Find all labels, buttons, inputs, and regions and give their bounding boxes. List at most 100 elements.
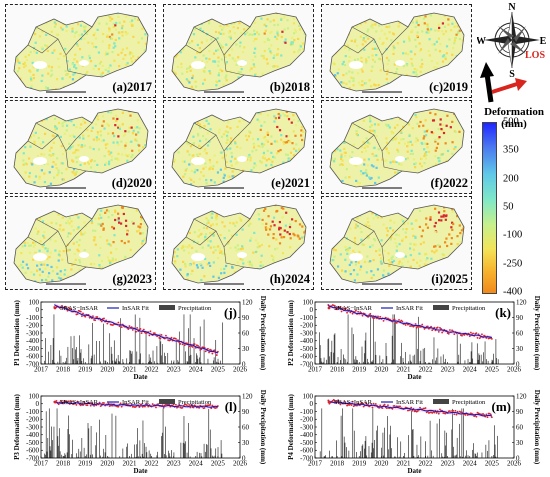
precipitation-bar xyxy=(136,444,138,458)
precipitation-bar xyxy=(143,456,145,458)
colorbar-tick-label: 50 xyxy=(503,201,514,213)
colorbar-tick-label: -250 xyxy=(503,258,523,270)
precipitation-bar xyxy=(435,360,436,364)
x-tick-label: 2024 xyxy=(463,366,478,374)
precipitation-bar xyxy=(52,359,53,364)
precipitation-bar xyxy=(325,455,326,458)
precipitation-bar xyxy=(86,454,87,458)
precipitation-bar xyxy=(415,324,417,364)
sbas-point xyxy=(111,404,114,407)
precipitation-bar xyxy=(103,448,104,458)
precipitation-bar xyxy=(154,361,155,364)
precipitation-bar xyxy=(207,358,209,364)
precipitation-bar xyxy=(432,359,433,364)
precipitation-bar xyxy=(156,455,158,458)
sbas-point xyxy=(135,330,137,333)
y-tick-label: -600 xyxy=(26,447,39,455)
sbas-point xyxy=(197,344,199,347)
precipitation-bar xyxy=(420,350,422,364)
precipitation-bar xyxy=(47,438,49,458)
deformation-map xyxy=(329,204,465,285)
sbas-point xyxy=(451,329,453,332)
deformation-map xyxy=(13,204,149,285)
precipitation-bar xyxy=(418,455,419,458)
sbas-point xyxy=(379,315,382,318)
precipitation-bar xyxy=(206,444,207,458)
precipitation-bar xyxy=(150,357,152,364)
precipitation-bar xyxy=(183,416,185,458)
precipitation-bar xyxy=(464,360,466,364)
precipitation-bar xyxy=(73,335,75,364)
precipitation-bar xyxy=(465,455,467,458)
precipitation-bar xyxy=(408,435,409,458)
precipitation-bar xyxy=(459,456,461,458)
sbas-point xyxy=(69,308,72,311)
precipitation-bar xyxy=(475,453,477,458)
precipitation-bar xyxy=(439,418,440,458)
precipitation-bar xyxy=(370,314,371,364)
precipitation-bar xyxy=(361,445,363,458)
precipitation-bar xyxy=(111,413,113,458)
precipitation-bar xyxy=(493,425,495,458)
y-axis-title: P2 Deformation (mm) xyxy=(287,299,295,365)
precipitation-bar xyxy=(344,442,346,458)
sbas-point xyxy=(433,326,436,329)
precipitation-bar xyxy=(54,362,56,364)
precipitation-bar xyxy=(115,415,117,458)
precipitation-bar xyxy=(422,348,424,364)
precipitation-bar xyxy=(51,426,52,458)
sbas-point xyxy=(174,337,177,340)
precipitation-bar xyxy=(451,429,453,458)
precipitation-bar xyxy=(99,340,100,364)
precipitation-bar xyxy=(328,338,330,364)
y-axis-title: P1 Deformation (mm) xyxy=(13,299,21,365)
precipitation-bar xyxy=(161,344,163,364)
precipitation-bar xyxy=(487,360,489,364)
precipitation-bar xyxy=(452,408,453,458)
precipitation-bar xyxy=(123,362,124,364)
precipitation-bar xyxy=(91,355,93,364)
sbas-point xyxy=(337,305,340,308)
sbas-point xyxy=(381,407,384,410)
deformation-map-panel: (e)2021 xyxy=(163,100,314,194)
precipitation-bar xyxy=(138,359,140,364)
precipitation-bar xyxy=(497,359,499,364)
precipitation-bar xyxy=(375,354,377,364)
precipitation-bar xyxy=(76,360,78,364)
x-tick-label: 2021 xyxy=(396,460,411,468)
sbas-point xyxy=(100,320,103,323)
sbas-point xyxy=(439,408,441,411)
sbas-point xyxy=(374,403,377,405)
precipitation-bar xyxy=(374,341,376,364)
sbas-point xyxy=(186,404,188,407)
precipitation-bar xyxy=(455,455,456,458)
sbas-point xyxy=(118,325,121,328)
sbas-point xyxy=(372,402,375,405)
sbas-point xyxy=(489,413,492,416)
sbas-point xyxy=(343,400,346,403)
precipitation-bar xyxy=(428,362,429,364)
legend-fit-label: InSAR Fit xyxy=(122,305,149,312)
sbas-point xyxy=(463,334,466,336)
precipitation-bar xyxy=(319,332,320,364)
precipitation-bar xyxy=(387,449,389,458)
precipitation-bar xyxy=(59,451,61,458)
y2-tick-label: 120 xyxy=(242,298,253,306)
sbas-point xyxy=(383,403,386,406)
sbas-point xyxy=(170,336,173,339)
legend-sbas-label: SBAS−InSAR xyxy=(60,305,99,312)
precipitation-bar xyxy=(429,362,431,364)
precipitation-bar xyxy=(400,441,402,458)
precipitation-bar xyxy=(148,362,149,364)
sbas-point xyxy=(210,349,213,352)
y-tick-label: -700 xyxy=(26,360,39,368)
sbas-point xyxy=(130,403,133,405)
sbas-point xyxy=(339,403,342,406)
sbas-point xyxy=(475,415,478,418)
sbas-point xyxy=(82,404,84,406)
sbas-point xyxy=(456,410,459,413)
sbas-point xyxy=(350,404,353,406)
precipitation-bar xyxy=(354,362,356,364)
precipitation-bar xyxy=(96,432,97,458)
precipitation-bar xyxy=(217,358,219,364)
